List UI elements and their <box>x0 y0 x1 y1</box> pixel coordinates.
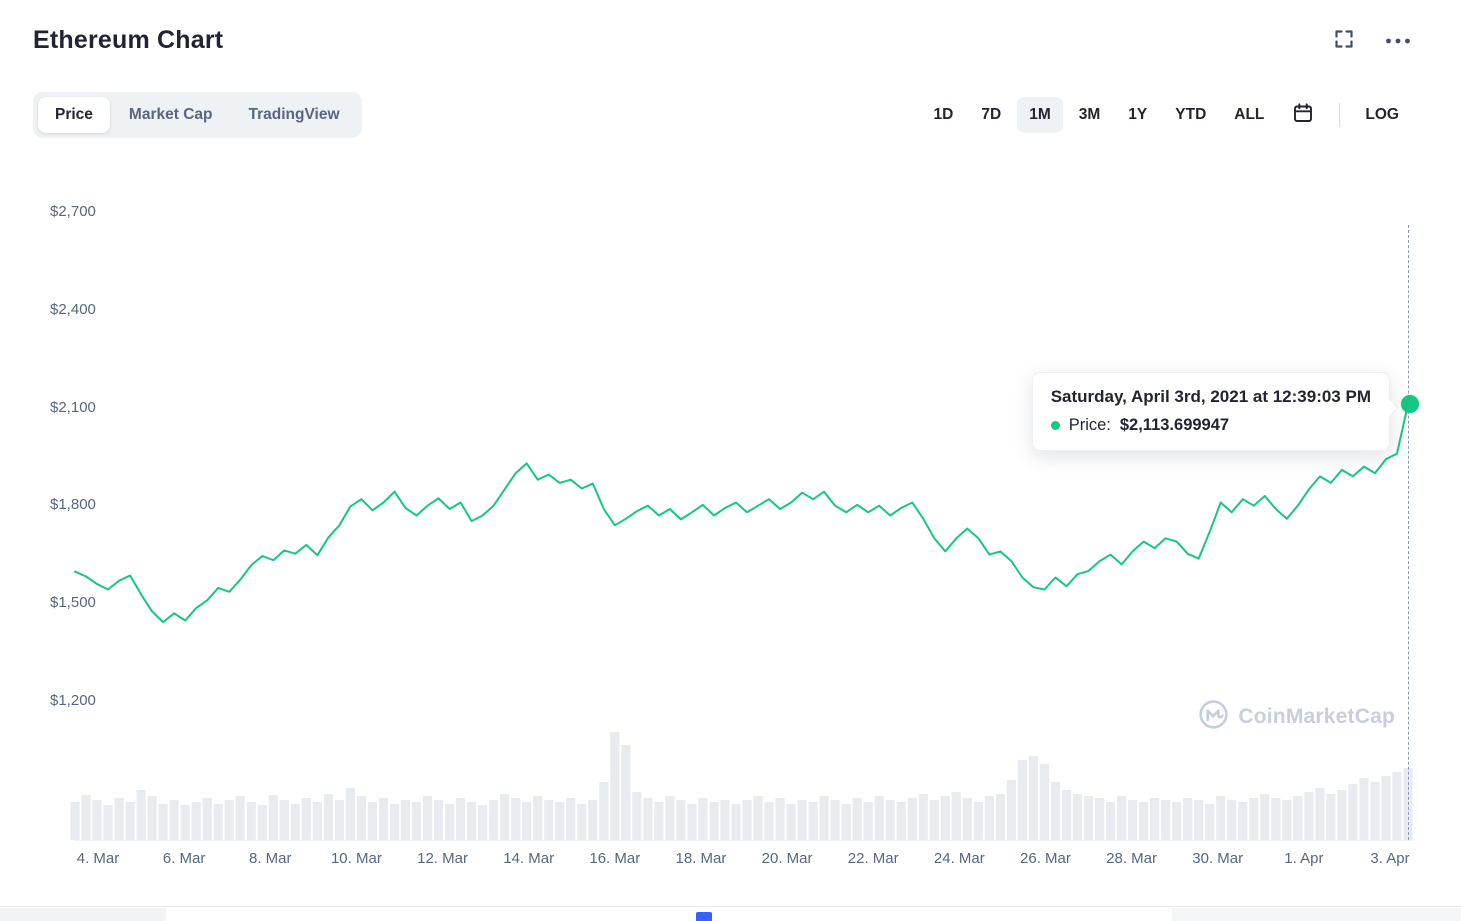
tooltip-price-value: $2,113.699947 <box>1119 416 1230 434</box>
x-axis-label: 4. Mar <box>76 850 120 867</box>
price-line <box>74 403 1409 624</box>
tooltip-price-row: Price: $2,113.699947 <box>1050 416 1371 435</box>
price-series-dot-icon <box>1050 421 1060 430</box>
x-axis-label: 3. Apr <box>1370 850 1410 867</box>
tab-market-cap[interactable]: Market Cap <box>112 97 230 133</box>
x-axis-label: 14. Mar <box>503 850 555 867</box>
tab-price[interactable]: Price <box>38 97 110 133</box>
coinmarketcap-watermark: CoinMarketCap <box>1198 699 1395 735</box>
x-axis-label: 24. Mar <box>933 850 985 867</box>
range-1y-button[interactable]: 1Y <box>1116 97 1159 133</box>
y-axis-label: $1,200 <box>50 692 96 709</box>
calendar-button[interactable] <box>1280 93 1326 138</box>
range-7d-button[interactable]: 7D <box>969 97 1013 133</box>
more-options-button[interactable] <box>1385 33 1411 48</box>
chart-type-tabs: Price Market Cap TradingView <box>33 92 362 138</box>
tab-tradingview[interactable]: TradingView <box>231 97 356 133</box>
fullscreen-icon <box>1333 28 1355 53</box>
x-axis-label: 30. Mar <box>1192 850 1244 867</box>
range-1d-button[interactable]: 1D <box>922 97 966 133</box>
divider <box>1339 103 1341 127</box>
tooltip-date: Saturday, April 3rd, 2021 at 12:39:03 PM <box>1050 387 1371 406</box>
x-axis-label: 28. Mar <box>1106 850 1158 867</box>
x-axis-label: 26. Mar <box>1020 850 1071 867</box>
x-axis-baseline <box>74 840 1413 841</box>
next-section-block-right <box>1172 908 1461 921</box>
chart-controls: Price Market Cap TradingView 1D 7D 1M 3M… <box>33 92 1411 138</box>
next-section-sliver <box>0 906 1461 921</box>
page-title: Ethereum Chart <box>33 25 224 54</box>
y-axis-label: $1,800 <box>50 496 96 514</box>
chart-header: Ethereum Chart <box>33 16 1411 64</box>
last-price-marker <box>1401 395 1419 414</box>
x-axis-label: 16. Mar <box>589 850 641 867</box>
calendar-icon <box>1292 102 1314 129</box>
next-section-block-left <box>0 908 166 921</box>
range-3m-button[interactable]: 3M <box>1067 97 1113 133</box>
y-axis-label: $2,100 <box>50 398 96 416</box>
header-icons <box>1333 28 1411 53</box>
x-axis-label: 6. Mar <box>162 850 206 867</box>
y-axis-label: $2,700 <box>50 203 96 220</box>
range-all-button[interactable]: ALL <box>1222 97 1276 133</box>
range-1m-button[interactable]: 1M <box>1017 97 1063 133</box>
x-axis-label: 1. Apr <box>1284 850 1324 867</box>
x-axis-label: 10. Mar <box>330 850 382 867</box>
watermark-text: CoinMarketCap <box>1238 705 1395 728</box>
y-axis-label: $1,500 <box>50 594 96 612</box>
x-axis-labels: 4. Mar 6. Mar 8. Mar 10. Mar 12. Mar 14. Mar 1… <box>0 850 1461 870</box>
chart-tooltip: Saturday, April 3rd, 2021 at 12:39:03 PM… <box>1031 372 1390 451</box>
volume-bars <box>70 732 1413 840</box>
tooltip-price-label: Price: <box>1068 416 1111 434</box>
range-controls: 1D 7D 1M 3M 1Y YTD ALL LOG <box>922 93 1411 138</box>
x-axis-label: 20. Mar <box>761 850 813 867</box>
x-axis-label: 22. Mar <box>847 850 899 867</box>
y-axis-label: $2,400 <box>50 300 96 318</box>
range-ytd-button[interactable]: YTD <box>1163 97 1218 133</box>
x-axis-label: 18. Mar <box>675 850 727 867</box>
price-chart[interactable] <box>0 180 1461 840</box>
log-toggle-button[interactable]: LOG <box>1353 97 1411 133</box>
next-section-blue-element <box>696 912 712 921</box>
crosshair-cursor-line <box>1408 225 1409 840</box>
x-axis-label: 8. Mar <box>249 850 292 867</box>
coinmarketcap-logo-icon <box>1198 699 1229 735</box>
x-axis-label: 12. Mar <box>417 850 468 867</box>
fullscreen-button[interactable] <box>1333 28 1355 53</box>
more-options-icon <box>1385 33 1411 48</box>
